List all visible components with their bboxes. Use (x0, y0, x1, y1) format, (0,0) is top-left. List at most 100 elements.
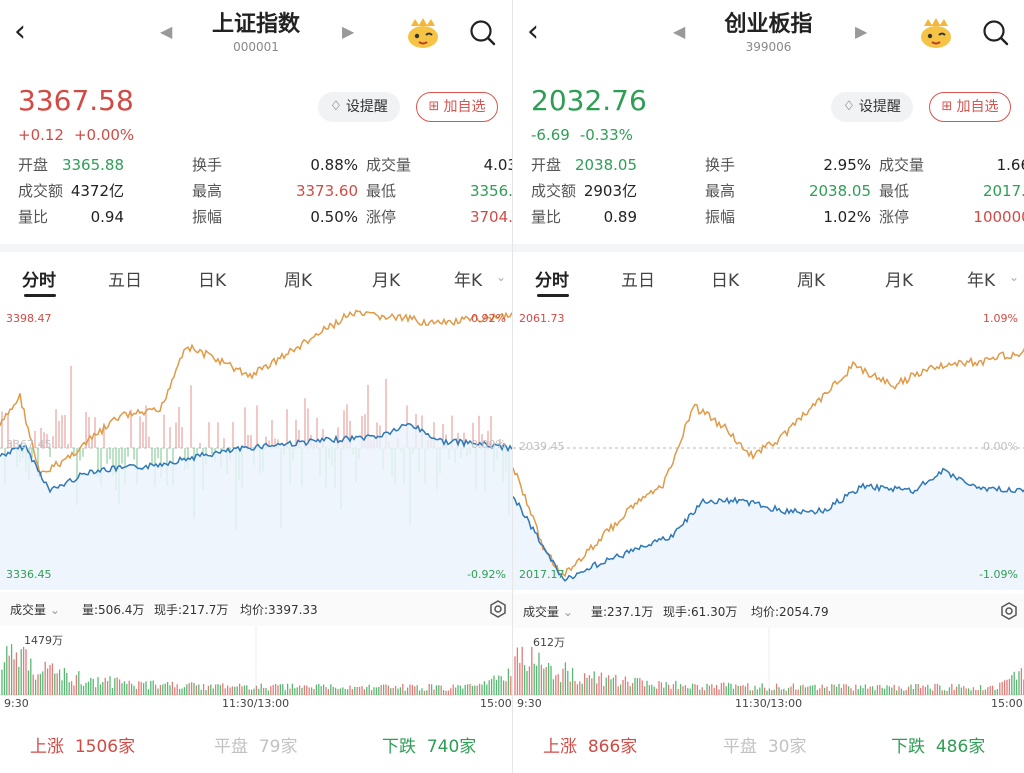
tab-2[interactable]: 日K (198, 271, 227, 291)
chart-tabs: 分时 五日 日K 周K 月K 年K ⌄ (513, 260, 1024, 300)
set-reminder-button[interactable]: ♢ 设提醒 (831, 92, 913, 122)
flat-count[interactable]: 平盘 30家 (723, 732, 806, 757)
tab-3[interactable]: 周K (797, 271, 826, 291)
prev-index-icon[interactable]: ◀ (160, 22, 173, 41)
stat-value: 3704.21 (469, 208, 512, 226)
volume-info-bar: 成交量 ⌄ 量:506.4万 现手:217.7万 均价:3397.33 (0, 592, 512, 626)
tab-0[interactable]: 分时 (22, 271, 56, 291)
up-value: 1506家 (74, 737, 136, 757)
tab-2[interactable]: 日K (711, 271, 740, 291)
volume-max: 1479万 (24, 634, 63, 647)
prev-index-icon[interactable]: ◀ (673, 22, 686, 41)
stat-label: 涨停 (879, 208, 910, 226)
plus-box-icon: ⊞ (428, 99, 440, 114)
index-code: 399006 (745, 40, 792, 54)
stats-row: 量比 0.89 振幅 1.02% 涨停 100000.0 (531, 204, 1024, 230)
tab-1[interactable]: 五日 (621, 271, 655, 291)
intraday-chart[interactable]: 3398.47 0.92% 3367.45 0.00% 3336.45 -0.9… (0, 306, 512, 590)
volume-chart-svg (0, 626, 512, 696)
volume-selector[interactable]: 成交量 ⌄ (10, 601, 60, 618)
chevron-down-icon: ⌄ (49, 603, 60, 617)
axis-bottom-right: -0.92% (467, 568, 506, 581)
index-title: 创业板指 (724, 12, 813, 37)
axis-bottom-right: -1.09% (979, 568, 1018, 581)
mascot-icon[interactable] (405, 16, 441, 50)
axis-mid-left: 3367.45 (6, 438, 52, 451)
market-breadth: 上涨 866家 平盘 30家 下跌 486家 (513, 720, 1024, 770)
tab-0[interactable]: 分时 (535, 271, 569, 291)
settings-icon[interactable] (488, 599, 508, 619)
search-icon[interactable] (981, 18, 1011, 48)
flat-count[interactable]: 平盘 79家 (214, 732, 297, 757)
down-count[interactable]: 下跌 486家 (891, 732, 985, 757)
stat-label: 涨停 (366, 208, 397, 226)
tab-5[interactable]: 年K (454, 271, 483, 291)
stat-label: 成交额 (531, 182, 577, 200)
stat-label: 最低 (366, 182, 397, 200)
stat-label: 换手 (192, 156, 223, 174)
flat-value: 79家 (258, 737, 298, 757)
change-value: -6.69 (531, 126, 570, 144)
intraday-chart[interactable]: 2061.73 1.09% 2039.45 0.00% 2017.17 -1.0… (513, 306, 1024, 590)
flat-label: 平盘 (723, 737, 757, 757)
avg-line (0, 309, 512, 477)
tab-4[interactable]: 月K (372, 271, 401, 291)
stat-label: 量比 (531, 208, 562, 226)
time-mid: 11:30/13:00 (222, 697, 290, 710)
active-tab-indicator (24, 294, 56, 297)
stat-value: 4372亿 (70, 182, 124, 200)
volume-selector[interactable]: 成交量 ⌄ (523, 603, 573, 620)
search-icon[interactable] (468, 18, 498, 48)
stat-label: 成交额 (18, 182, 64, 200)
up-count[interactable]: 上涨 1506家 (30, 732, 135, 757)
stat-value: 2017.17 (982, 182, 1024, 200)
stat-label: 最高 (705, 182, 736, 200)
bell-icon: ♢ (330, 99, 342, 114)
next-index-icon[interactable]: ▶ (342, 22, 355, 41)
change-percent: +0.00% (73, 126, 135, 144)
volume-max: 612万 (533, 636, 565, 649)
price-change: +0.12 +0.00% (18, 126, 144, 144)
add-watchlist-button[interactable]: ⊞ 加自选 (416, 92, 498, 122)
volume-chart[interactable]: 1479万 (0, 626, 512, 696)
tab-3[interactable]: 周K (284, 271, 313, 291)
mascot-icon[interactable] (918, 16, 954, 50)
stat-value: 3365.88 (61, 156, 124, 174)
stat-value: 0.89 (603, 208, 637, 226)
stat-value: 2903亿 (583, 182, 637, 200)
tab-4[interactable]: 月K (885, 271, 914, 291)
stat-label: 最低 (879, 182, 910, 200)
tab-1[interactable]: 五日 (108, 271, 142, 291)
add-watchlist-button[interactable]: ⊞ 加自选 (929, 92, 1011, 122)
set-reminder-label: 设提醒 (345, 99, 388, 115)
stat-label: 成交量 (366, 156, 412, 174)
bell-icon: ♢ (843, 99, 855, 114)
down-count[interactable]: 下跌 740家 (382, 732, 476, 757)
settings-icon[interactable] (999, 601, 1019, 621)
set-reminder-button[interactable]: ♢ 设提醒 (318, 92, 400, 122)
stat-value: 0.94 (90, 208, 124, 226)
stat-label: 振幅 (705, 208, 736, 226)
index-panel-shanghai: ‹ ◀ 上证指数 000001 ▶ 3367.58 +0.12 +0.00% ♢ 设… (0, 12, 512, 770)
chevron-down-icon: ⌄ (562, 605, 573, 619)
stat-value: 1.02% (823, 208, 871, 226)
volume-chart[interactable]: 612万 (513, 628, 1024, 696)
back-arrow-icon[interactable]: ‹ (14, 14, 26, 49)
price-area (0, 423, 512, 590)
back-arrow-icon[interactable]: ‹ (527, 14, 539, 49)
up-count[interactable]: 上涨 866家 (543, 732, 637, 757)
market-breadth: 上涨 1506家 平盘 79家 下跌 740家 (0, 720, 512, 770)
next-index-icon[interactable]: ▶ (855, 22, 868, 41)
current-price: 2032.76 (531, 84, 647, 117)
index-code: 000001 (233, 40, 279, 54)
stats-row: 成交额 4372亿 最高 3373.60 最低 3356.65 (18, 178, 512, 204)
stat-value: 4.03亿 (483, 156, 512, 174)
up-label: 上涨 (543, 737, 577, 757)
plus-box-icon: ⊞ (941, 99, 953, 114)
stat-value: 2038.05 (808, 182, 871, 200)
tab-5[interactable]: 年K (967, 271, 996, 291)
up-label: 上涨 (30, 737, 64, 757)
axis-bottom-left: 3336.45 (6, 568, 52, 581)
volume-selector-label: 成交量 (10, 603, 47, 617)
